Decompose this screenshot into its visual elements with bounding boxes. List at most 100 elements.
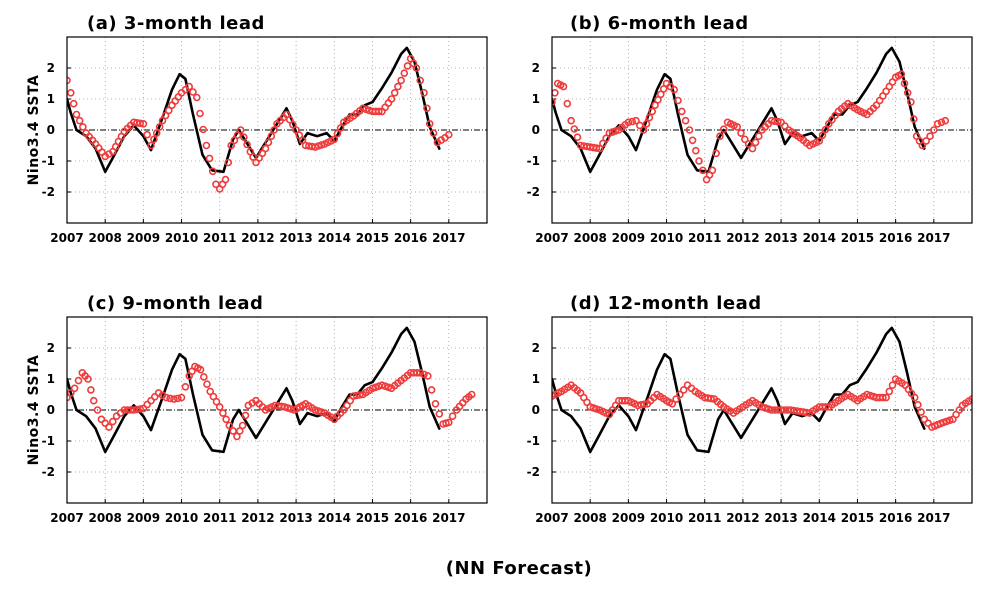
x-tick-label: 2014	[318, 231, 351, 245]
series-marker-forecast	[628, 117, 637, 126]
x-tick-label: 2014	[803, 511, 836, 525]
y-tick-label: -1	[527, 434, 540, 448]
x-tick-label: 2007	[50, 511, 83, 525]
series-marker-forecast	[425, 120, 434, 128]
series-marker-forecast	[181, 382, 190, 391]
y-tick-label: 1	[532, 372, 540, 386]
series-marker-forecast	[429, 129, 438, 137]
series-marker-forecast	[423, 372, 432, 380]
series-marker-forecast	[733, 123, 742, 131]
series-marker-forecast	[161, 111, 170, 120]
series-marker-forecast	[196, 109, 204, 118]
x-tick-label: 2011	[203, 511, 236, 525]
x-tick-label: 2010	[165, 511, 198, 525]
series-marker-forecast	[79, 123, 87, 131]
series-marker-forecast	[448, 412, 457, 421]
series-marker-forecast	[136, 405, 144, 413]
panel-b: (b) 6-month lead 2007 2008 2009 2010 2011 201…	[527, 13, 973, 245]
series-marker-forecast	[707, 394, 715, 403]
x-tick-label: 2017	[432, 231, 465, 245]
series-marker-forecast	[84, 375, 92, 383]
series-marker-forecast	[595, 144, 604, 153]
series-marker-forecast	[416, 76, 425, 85]
series-marker-forecast	[177, 393, 186, 402]
series-marker-forecast	[712, 149, 721, 158]
series-marker-forecast	[599, 139, 607, 148]
series-marker-forecast	[695, 157, 703, 165]
x-tick-label: 2014	[803, 231, 836, 245]
x-tick-label: 2016	[394, 511, 427, 525]
series-marker-forecast	[639, 126, 648, 134]
x-tick-label: 2008	[573, 511, 606, 525]
series-marker-forecast	[740, 135, 749, 144]
panel-c: (c) 9-month lead Nino3.4 SSTA 2007 2008 20…	[26, 293, 488, 525]
series-marker-forecast	[222, 415, 230, 424]
plot-frame	[551, 316, 973, 504]
series-marker-forecast	[355, 391, 364, 399]
series-marker-forecast	[444, 130, 453, 139]
y-tick-label: -2	[42, 185, 55, 199]
plot-frame	[66, 36, 488, 224]
x-tick-label: 2012	[726, 231, 759, 245]
series-marker-forecast	[914, 400, 922, 409]
series-marker-forecast	[907, 98, 915, 106]
series-marker-forecast	[918, 141, 927, 150]
y-tick-label: 0	[532, 123, 540, 137]
series-marker-forecast	[420, 370, 428, 379]
x-tick-label: 2015	[356, 231, 389, 245]
series-marker-forecast	[282, 110, 291, 119]
panel-a: (a) 3-month lead Nino3.4 SSTA 2007 2008 20…	[26, 13, 488, 245]
y-tick-label: -1	[42, 434, 55, 448]
series-marker-forecast	[563, 99, 572, 108]
series-marker-forecast	[87, 386, 95, 394]
series-marker-forecast	[147, 396, 155, 405]
series-marker-forecast	[206, 387, 214, 396]
series-line-observed	[552, 326, 926, 454]
series-marker-forecast	[435, 410, 444, 418]
x-tick-label: 2016	[879, 231, 912, 245]
y-tick-label: 1	[532, 92, 540, 106]
x-tick-label: 2010	[650, 231, 683, 245]
series-marker-forecast	[196, 365, 205, 374]
series-marker-forecast	[219, 409, 227, 417]
series-marker-forecast	[295, 131, 304, 139]
series-marker-forecast	[879, 393, 887, 402]
series-marker-forecast	[688, 136, 697, 145]
plot-frame	[551, 36, 973, 224]
y-tick-label: 0	[47, 403, 55, 417]
series-marker-forecast	[670, 85, 679, 94]
series-marker-forecast	[926, 132, 934, 140]
series-marker-forecast	[200, 373, 208, 381]
plot-frame	[66, 316, 488, 504]
series-marker-forecast	[777, 118, 785, 127]
series-marker-forecast	[882, 393, 890, 402]
y-axis-label: Nino3.4 SSTA	[26, 75, 42, 186]
x-tick-label: 2010	[650, 511, 683, 525]
series-marker-forecast	[933, 120, 942, 128]
series-marker-forecast	[155, 123, 164, 131]
series-marker-forecast	[199, 125, 207, 134]
series-marker-forecast	[236, 126, 245, 134]
x-tick-label: 2009	[612, 511, 645, 525]
series-marker-forecast	[677, 107, 686, 116]
series-marker-forecast	[624, 118, 633, 127]
series-marker-forecast	[941, 116, 950, 125]
series-marker-forecast	[818, 131, 827, 139]
series-marker-forecast	[227, 141, 235, 150]
series-marker-forecast	[672, 395, 680, 403]
series-marker-forecast	[968, 395, 972, 403]
series-marker-forecast	[72, 110, 81, 119]
series-marker-forecast	[821, 125, 830, 134]
x-tick-label: 2010	[165, 231, 198, 245]
series-marker-forecast	[567, 116, 575, 125]
series-marker-forecast	[75, 116, 84, 125]
series-marker-forecast	[215, 403, 224, 411]
series-marker-forecast	[903, 89, 912, 97]
series-layer	[552, 326, 972, 454]
series-marker-forecast	[645, 113, 654, 122]
series-marker-forecast	[815, 137, 824, 145]
series-marker-forecast	[241, 411, 250, 420]
series-marker-forecast	[674, 96, 682, 105]
